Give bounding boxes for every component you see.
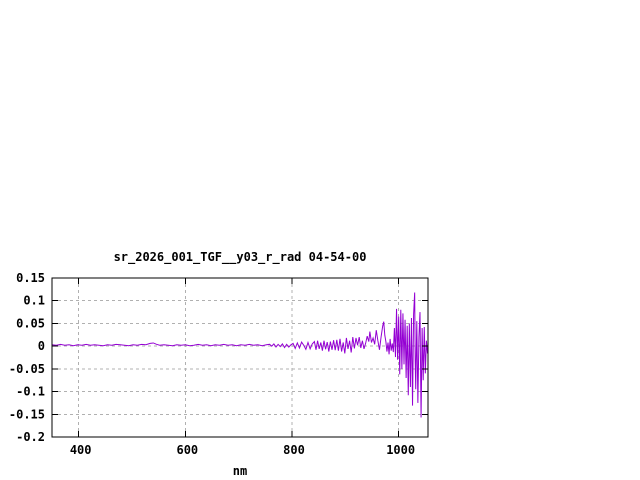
y-tick-label: 0.15 [16, 271, 45, 285]
y-tick-label: 0 [38, 339, 45, 353]
y-tick-label: -0.1 [16, 385, 45, 399]
data-line [51, 292, 429, 418]
plot-border [51, 277, 429, 438]
y-tick-label: 0.1 [23, 294, 45, 308]
y-tick-label: -0.2 [16, 430, 45, 444]
x-axis-label: nm [232, 464, 248, 478]
x-tick-label: 800 [283, 443, 305, 457]
x-tick-label: 400 [70, 443, 92, 457]
y-tick-label: 0.05 [16, 316, 45, 330]
y-tick-label: -0.05 [9, 362, 45, 376]
x-tick-label: 1000 [386, 443, 415, 457]
chart-title: sr_2026_001_TGF__y03_r_rad 04-54-00 [113, 250, 367, 264]
x-tick-label: 600 [176, 443, 198, 457]
y-tick-label: -0.15 [9, 407, 45, 421]
